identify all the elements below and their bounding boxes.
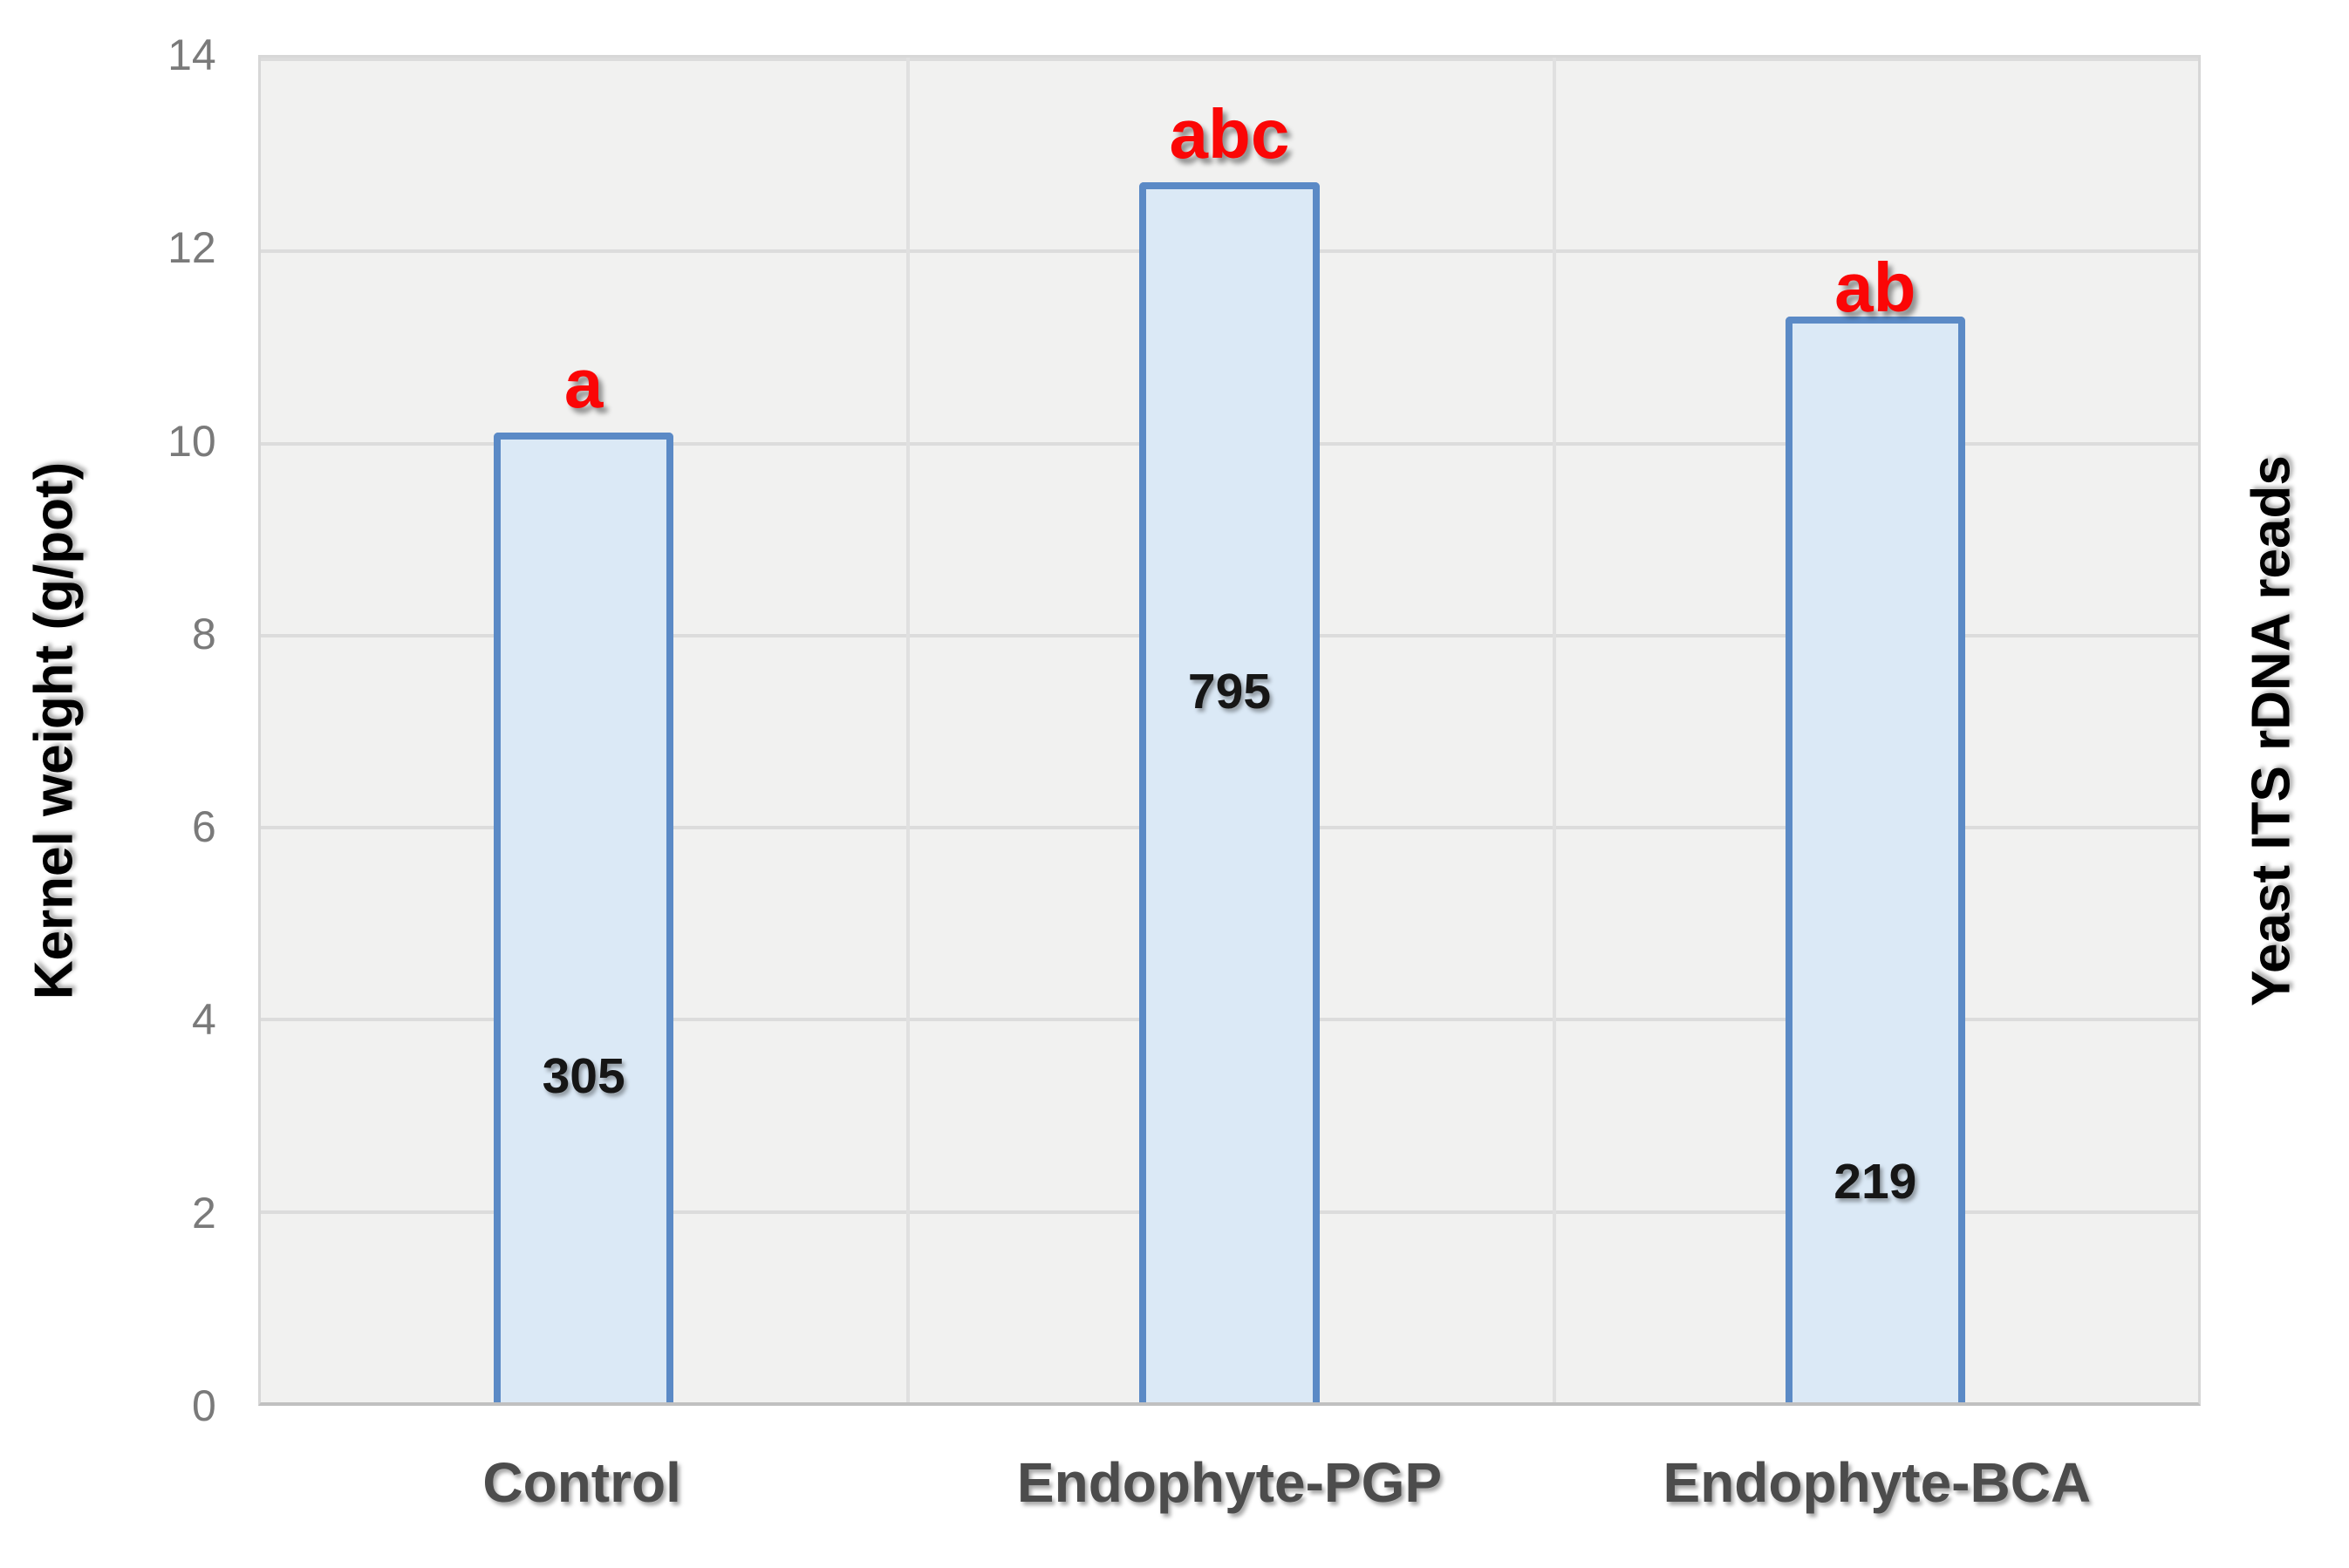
bar-value-label: 305 <box>542 1047 625 1104</box>
bar-endophyte-pgp <box>1139 182 1320 1402</box>
x-category-label-1: Control <box>482 1451 681 1514</box>
y-tick-label-12: 12 <box>167 223 216 273</box>
y-tick-label-6: 6 <box>191 802 216 852</box>
gridline-x-1 <box>906 58 911 1402</box>
y-tick-label-8: 8 <box>191 609 216 658</box>
bar-value-label: 219 <box>1833 1153 1917 1210</box>
y-tick-label-2: 2 <box>191 1188 216 1237</box>
y-tick-label-10: 10 <box>167 416 216 466</box>
bar-endophyte-bca <box>1785 317 1965 1402</box>
x-category-label-3: Endophyte-BCA <box>1663 1451 2092 1514</box>
x-category-label-2: Endophyte-PGP <box>1016 1451 1443 1514</box>
right-axis-title: Yeast ITS rDNA reads <box>2241 454 2302 1006</box>
left-axis-title: Kernel weight (g/pot) <box>24 461 85 1000</box>
significance-letter: a <box>563 344 604 423</box>
significance-letter: abc <box>1169 95 1290 174</box>
gridline-x-2 <box>1552 58 1556 1402</box>
y-tick-label-0: 0 <box>191 1381 216 1430</box>
bar-value-label: 795 <box>1187 663 1272 719</box>
gridline-y-14 <box>260 58 2198 61</box>
y-tick-label-14: 14 <box>167 31 216 79</box>
bar-control <box>493 432 674 1402</box>
significance-letter: ab <box>1834 249 1916 327</box>
y-tick-label-4: 4 <box>191 995 216 1045</box>
plot-area: 305 a 795 abc 219 ab <box>257 55 2201 1406</box>
